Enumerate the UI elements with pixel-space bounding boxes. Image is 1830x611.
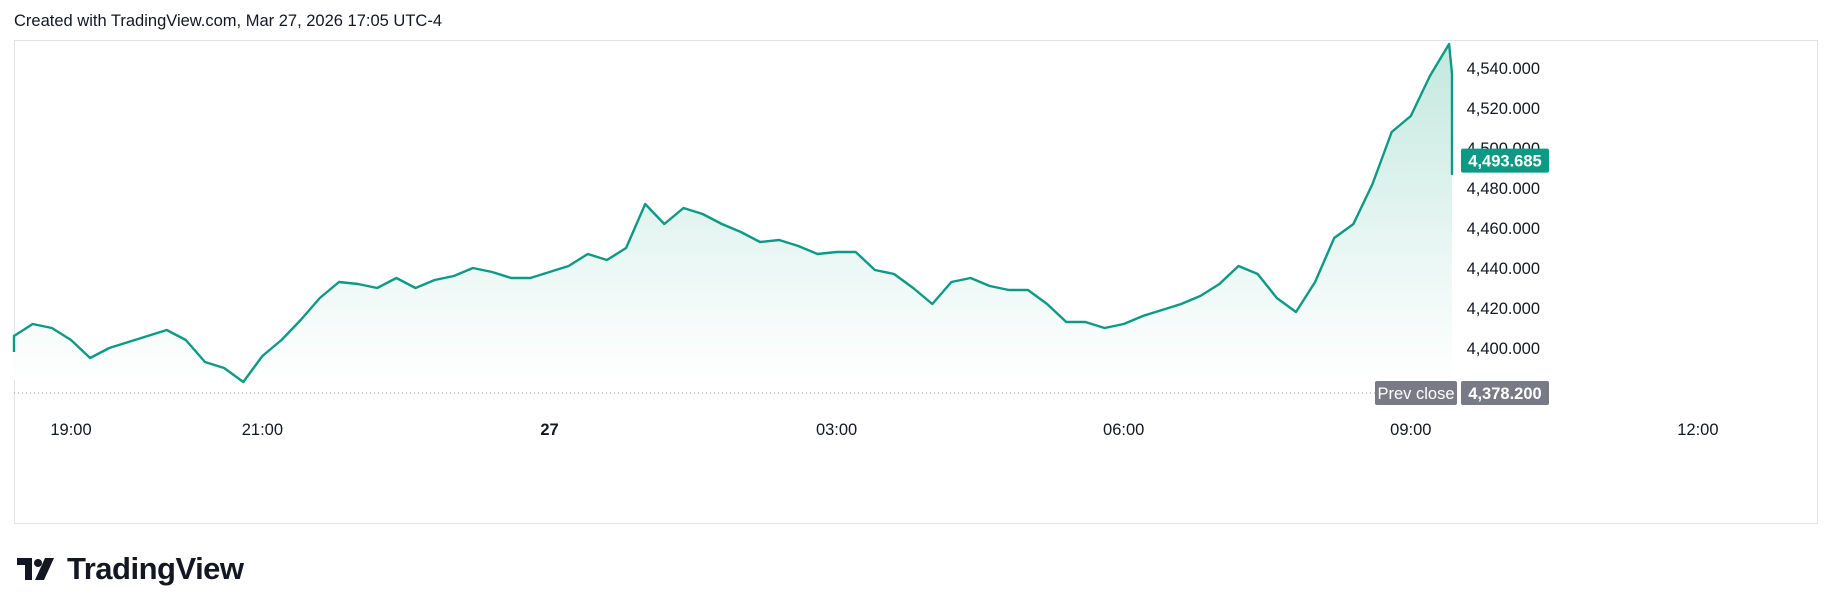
x-tick-label: 09:00 bbox=[1390, 421, 1431, 439]
price-line bbox=[12, 42, 1454, 384]
x-tick-label: 21:00 bbox=[242, 421, 283, 439]
y-tick-label: 4,540.000 bbox=[1467, 60, 1540, 78]
chart-attribution: Created with TradingView.com, Mar 27, 20… bbox=[14, 12, 442, 30]
price-chart[interactable]: 4,540.0004,520.0004,500.0004,480.0004,46… bbox=[0, 0, 1830, 540]
x-tick-label: 12:00 bbox=[1677, 421, 1718, 439]
prev-close-value-badge bbox=[1461, 381, 1549, 405]
current-price-label: 4,493.685 bbox=[1468, 153, 1541, 171]
prev-close-label: Prev close bbox=[1377, 385, 1454, 403]
price-area-fill bbox=[14, 44, 1452, 382]
x-tick-label: 03:00 bbox=[816, 421, 857, 439]
tradingview-logo-text: TradingView bbox=[67, 551, 244, 586]
y-tick-label: 4,420.000 bbox=[1467, 300, 1540, 318]
x-tick-label: 19:00 bbox=[50, 421, 91, 439]
y-tick-label: 4,460.000 bbox=[1467, 220, 1540, 238]
x-tick-label: 27 bbox=[540, 421, 558, 439]
tradingview-logo-icon bbox=[17, 558, 54, 580]
tradingview-logo[interactable]: TradingView bbox=[17, 551, 244, 587]
current-price-badge bbox=[1461, 148, 1549, 173]
y-tick-label: 4,520.000 bbox=[1467, 100, 1540, 118]
y-tick-label: 4,440.000 bbox=[1467, 260, 1540, 278]
prev-close-badge bbox=[1375, 381, 1457, 405]
x-tick-label: 06:00 bbox=[1103, 421, 1144, 439]
chart-frame bbox=[14, 40, 1818, 524]
y-tick-label: 4,400.000 bbox=[1467, 340, 1540, 358]
y-tick-label: 4,480.000 bbox=[1467, 180, 1540, 198]
prev-close-value: 4,378.200 bbox=[1468, 385, 1541, 403]
